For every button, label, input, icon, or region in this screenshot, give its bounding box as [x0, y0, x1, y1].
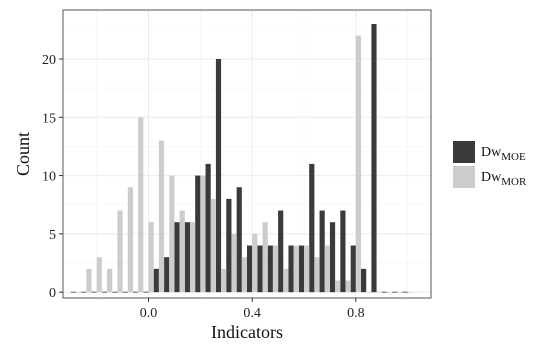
y-tick-label: 5 — [49, 228, 56, 243]
legend-label-moe: DwMOE — [481, 145, 526, 163]
bar-moe — [340, 210, 346, 293]
bar-mor — [96, 257, 102, 293]
bar-mor — [293, 245, 299, 293]
bar-mor — [231, 233, 237, 293]
bar-mor — [179, 210, 185, 293]
bar-mor — [241, 257, 247, 293]
bar-moe — [371, 23, 377, 293]
bar-mor — [304, 245, 310, 293]
histogram-bars — [70, 23, 413, 293]
bar-mor — [189, 222, 196, 293]
bar-moe — [288, 245, 294, 293]
bar-mor — [158, 140, 165, 293]
bar-moe — [236, 187, 242, 293]
bar-moe — [267, 245, 273, 293]
bar-moe — [195, 175, 201, 293]
y-axis-ticks: 0 5 10 15 20 — [42, 53, 63, 301]
y-tick-label: 15 — [42, 111, 56, 126]
bar-moe — [350, 245, 356, 293]
legend-label-main: Dw — [481, 170, 502, 185]
bar-moe — [247, 245, 253, 293]
bar-mor — [252, 233, 258, 293]
legend-label-mor: DwMOR — [481, 170, 527, 188]
bar-moe — [184, 222, 190, 293]
plot-panel-border — [62, 9, 432, 299]
bar-mor — [335, 280, 341, 293]
x-tick-label: 0.0 — [140, 306, 158, 321]
legend-key-moe — [453, 141, 475, 163]
bar-moe — [278, 210, 284, 293]
bar-mor — [262, 222, 268, 293]
bar-moe — [164, 257, 170, 293]
y-tick-label: 10 — [42, 170, 56, 185]
bar-mor — [324, 245, 330, 293]
legend-label-subscript: MOR — [501, 176, 527, 188]
bar-mor — [272, 245, 279, 293]
bar-moe — [298, 245, 305, 293]
bar-moe — [257, 245, 263, 293]
bar-moe — [174, 222, 180, 293]
bar-mor — [169, 175, 175, 293]
bar-moe — [226, 198, 232, 293]
legend-label-subscript: MOE — [501, 151, 526, 163]
bar-mor — [355, 35, 362, 293]
bar-mor — [210, 198, 216, 293]
bar-mor — [117, 210, 123, 293]
bar-mor — [283, 268, 289, 293]
bar-moe — [319, 210, 325, 293]
bar-mor — [138, 117, 144, 293]
bar-mor — [314, 257, 320, 293]
y-tick-label: 20 — [42, 53, 56, 68]
bar-moe — [309, 163, 315, 293]
minor-gridlines — [63, 10, 431, 298]
bar-mor — [127, 187, 133, 293]
bar-mor — [200, 175, 206, 293]
bar-moe — [205, 163, 211, 293]
bar-moe — [153, 268, 159, 293]
bar-mor — [148, 222, 154, 293]
bar-mor — [86, 268, 92, 293]
x-tick-label: 0.4 — [243, 306, 261, 321]
bar-mor — [107, 268, 113, 293]
x-axis-title: Indicators — [211, 322, 283, 342]
legend-label-main: Dw — [481, 145, 502, 160]
x-tick-label: 0.8 — [347, 306, 365, 321]
bar-moe — [329, 222, 336, 293]
bar-mor — [221, 268, 227, 293]
y-tick-label: 0 — [49, 286, 56, 301]
x-axis-ticks: 0.0 0.4 0.8 — [140, 298, 365, 321]
y-axis-title: Count — [13, 132, 33, 176]
bar-mor — [345, 280, 351, 293]
legend-key-mor — [453, 166, 475, 188]
bar-moe — [215, 58, 222, 293]
bar-moe — [361, 268, 367, 293]
